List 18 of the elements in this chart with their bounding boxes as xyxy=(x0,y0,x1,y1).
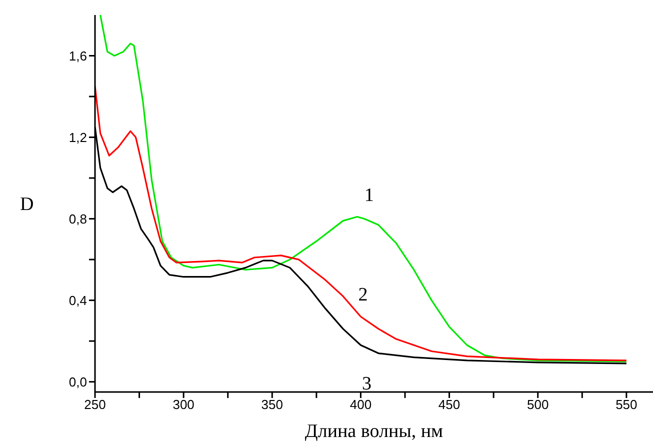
x-axis-title: Длина волны, нм xyxy=(304,421,444,442)
x-tick-label: 550 xyxy=(616,397,638,412)
y-tick-label: 1,2 xyxy=(68,130,87,145)
x-tick-label: 450 xyxy=(438,397,460,412)
x-tick-label: 500 xyxy=(527,397,549,412)
y-tick-label: 0,0 xyxy=(68,374,87,390)
series-label: 3 xyxy=(362,373,372,394)
line-series xyxy=(100,15,628,362)
y-tick-label: 1,6 xyxy=(68,48,87,64)
series-label: 2 xyxy=(358,284,368,306)
x-tick-label: 300 xyxy=(172,397,194,412)
y-tick-label: 0,4 xyxy=(68,292,87,308)
y-tick-label: 0,8 xyxy=(68,211,87,226)
y-axis-title: D xyxy=(20,194,34,216)
series-label: 1 xyxy=(364,185,374,206)
x-tick-label: 350 xyxy=(261,397,283,412)
x-tick-label: 400 xyxy=(350,397,372,412)
x-tick-label: 250 xyxy=(84,397,106,412)
